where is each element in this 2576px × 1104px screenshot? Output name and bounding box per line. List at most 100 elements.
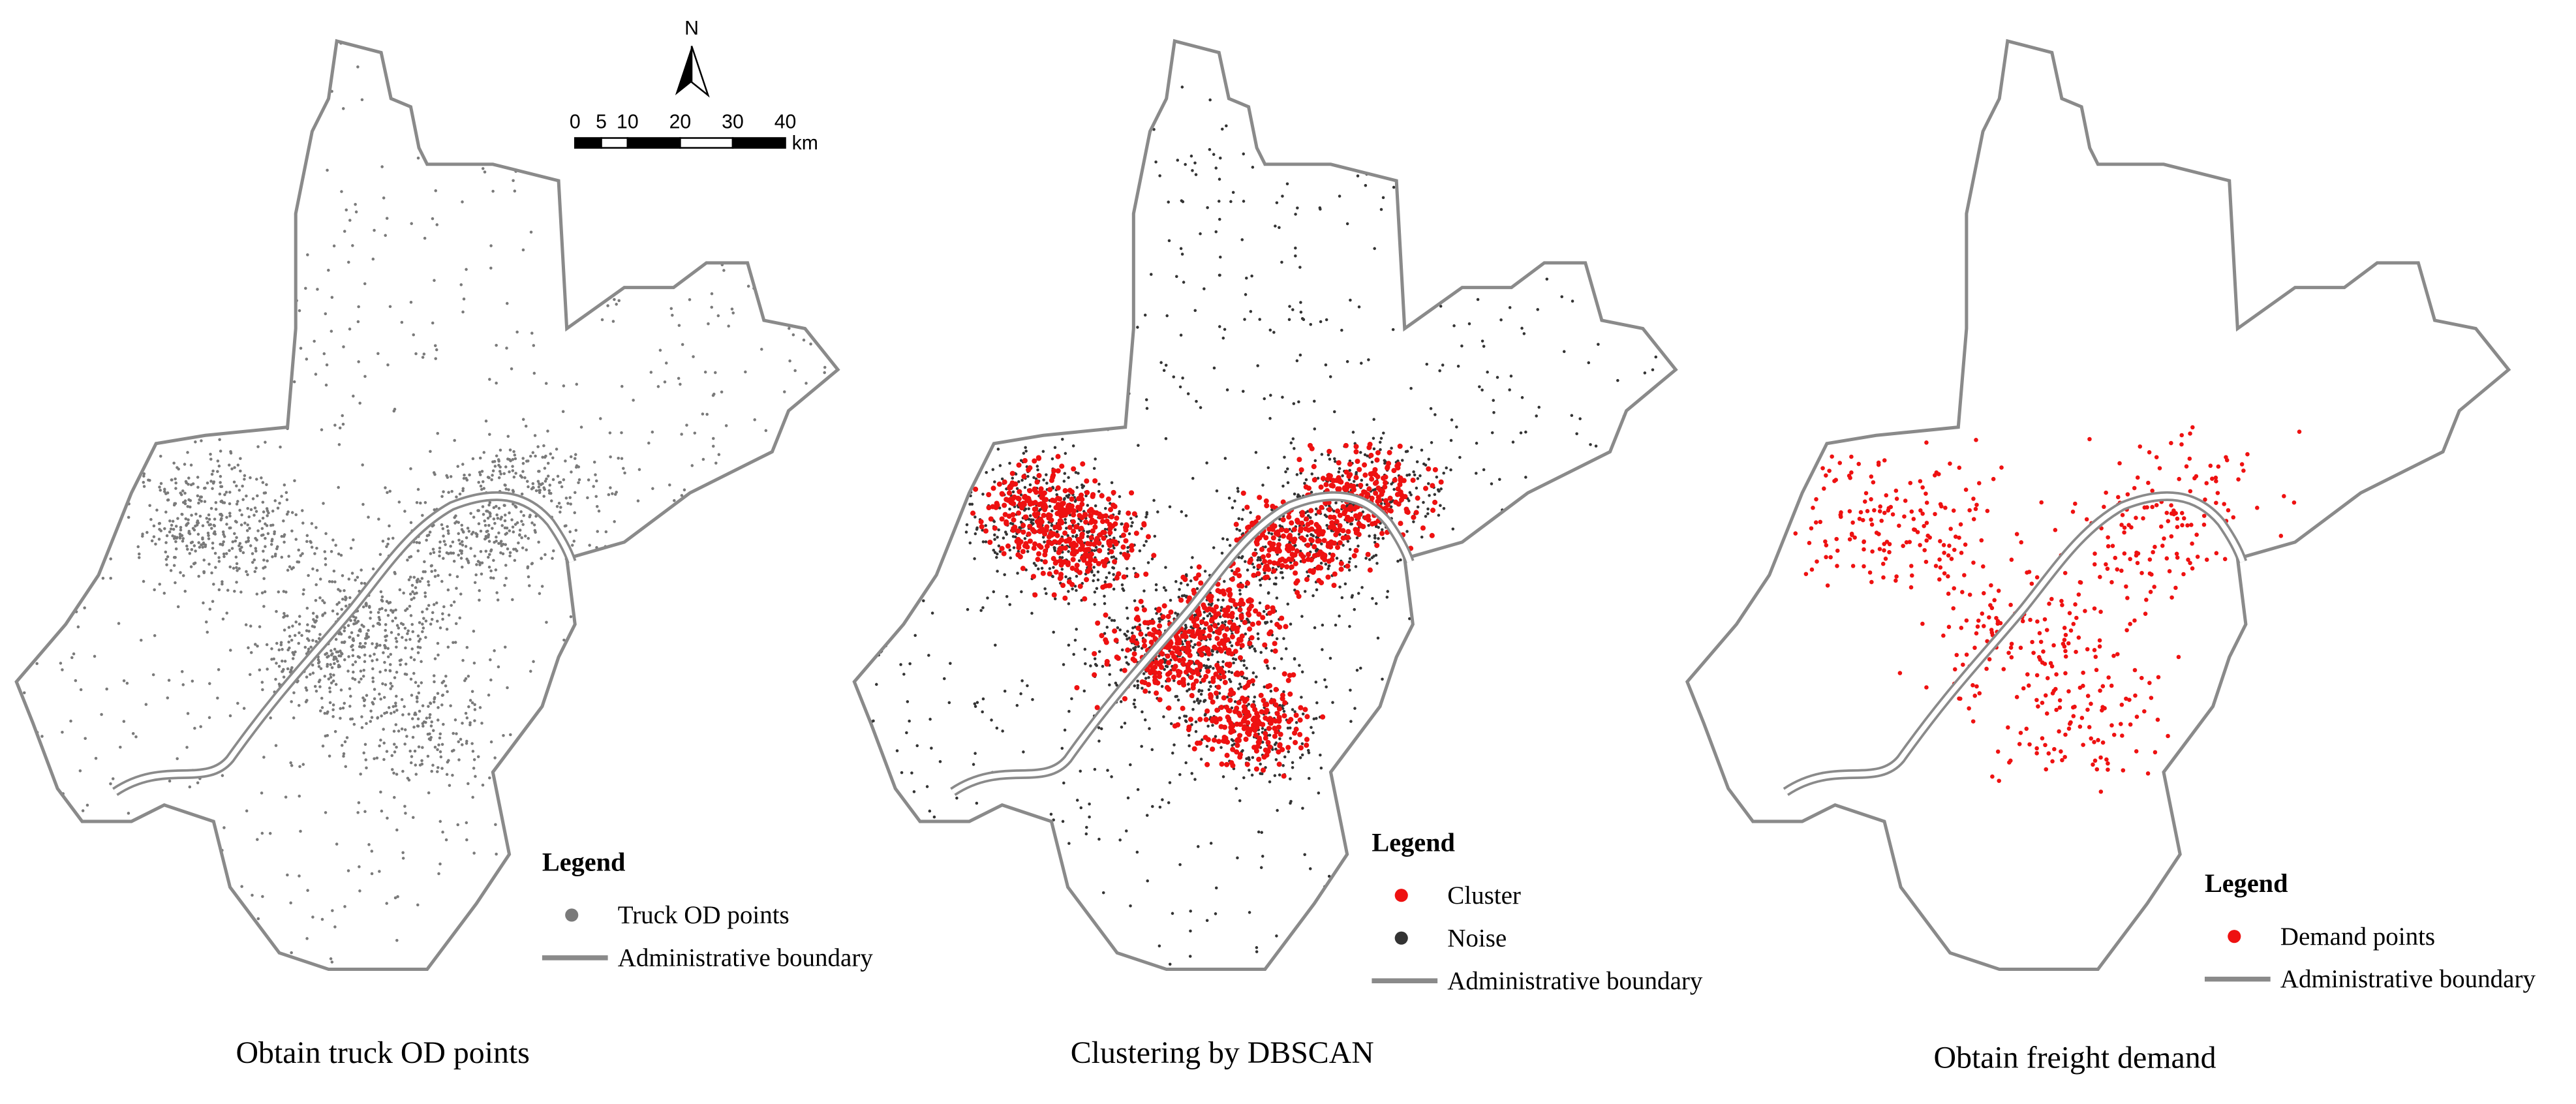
point	[983, 528, 989, 534]
point	[423, 500, 427, 504]
point	[517, 541, 520, 545]
point	[1099, 727, 1103, 731]
point	[532, 523, 536, 527]
point	[482, 513, 485, 516]
point	[1422, 500, 1425, 504]
point	[395, 828, 399, 832]
point	[486, 516, 490, 520]
point	[1486, 371, 1489, 374]
point	[357, 801, 361, 805]
point	[183, 491, 187, 495]
point	[1383, 459, 1387, 463]
point	[1027, 507, 1030, 511]
point	[397, 626, 401, 630]
point	[371, 667, 375, 671]
point	[532, 660, 535, 664]
point	[1255, 675, 1258, 679]
point	[1005, 543, 1011, 549]
point	[1202, 617, 1206, 621]
point	[147, 478, 150, 482]
point	[1164, 363, 1168, 367]
point	[373, 697, 376, 701]
point	[158, 485, 161, 489]
point	[1396, 461, 1402, 467]
point	[1381, 475, 1387, 481]
point	[353, 678, 357, 681]
point	[444, 684, 448, 688]
point	[1212, 366, 1216, 370]
point	[1274, 758, 1278, 761]
point	[386, 816, 389, 820]
point	[1032, 529, 1037, 534]
point	[1375, 562, 1379, 565]
point	[432, 603, 436, 606]
point	[207, 562, 211, 566]
point	[1263, 658, 1269, 664]
point	[1326, 448, 1332, 454]
point	[514, 457, 517, 461]
point	[1259, 559, 1262, 562]
point	[266, 559, 269, 562]
point	[1221, 598, 1225, 602]
point	[1129, 524, 1133, 528]
point	[538, 592, 542, 595]
point	[1144, 634, 1148, 637]
point	[1020, 529, 1026, 535]
point	[1294, 548, 1300, 554]
point	[345, 208, 348, 212]
point	[1262, 559, 1268, 564]
point	[1309, 538, 1315, 544]
point	[1492, 410, 1495, 414]
point	[169, 527, 173, 531]
point	[445, 773, 449, 776]
point	[1161, 603, 1167, 609]
point	[249, 624, 253, 628]
point	[1337, 540, 1343, 545]
point	[232, 480, 236, 484]
point	[352, 670, 355, 674]
point	[538, 489, 542, 492]
point	[461, 200, 464, 204]
point	[1347, 461, 1353, 467]
point	[1217, 716, 1223, 722]
point	[788, 327, 791, 330]
point	[1243, 737, 1249, 743]
point	[1063, 472, 1067, 475]
point	[1040, 559, 1043, 562]
point	[508, 529, 512, 532]
point	[315, 615, 318, 618]
point	[434, 357, 438, 360]
point	[617, 299, 621, 303]
point	[282, 519, 285, 523]
point	[433, 680, 436, 684]
point	[438, 750, 442, 754]
point	[360, 677, 363, 681]
point	[363, 653, 367, 657]
point	[489, 678, 493, 682]
point	[1151, 553, 1157, 559]
point	[577, 481, 580, 485]
point	[1254, 451, 1258, 454]
point	[429, 701, 433, 705]
point	[418, 646, 422, 649]
point	[435, 619, 439, 623]
point	[1069, 489, 1075, 495]
point	[246, 507, 249, 510]
point	[307, 574, 310, 577]
point	[546, 429, 549, 433]
point	[174, 525, 178, 528]
point	[1319, 753, 1322, 757]
point	[452, 731, 455, 735]
point	[1286, 514, 1292, 520]
point	[872, 719, 875, 723]
point	[81, 809, 85, 812]
point	[335, 842, 339, 846]
point	[331, 703, 335, 707]
point	[119, 745, 122, 749]
point	[85, 803, 89, 807]
point	[307, 630, 311, 633]
point	[206, 520, 209, 524]
point	[290, 951, 293, 955]
point	[247, 536, 250, 540]
point	[299, 554, 303, 557]
